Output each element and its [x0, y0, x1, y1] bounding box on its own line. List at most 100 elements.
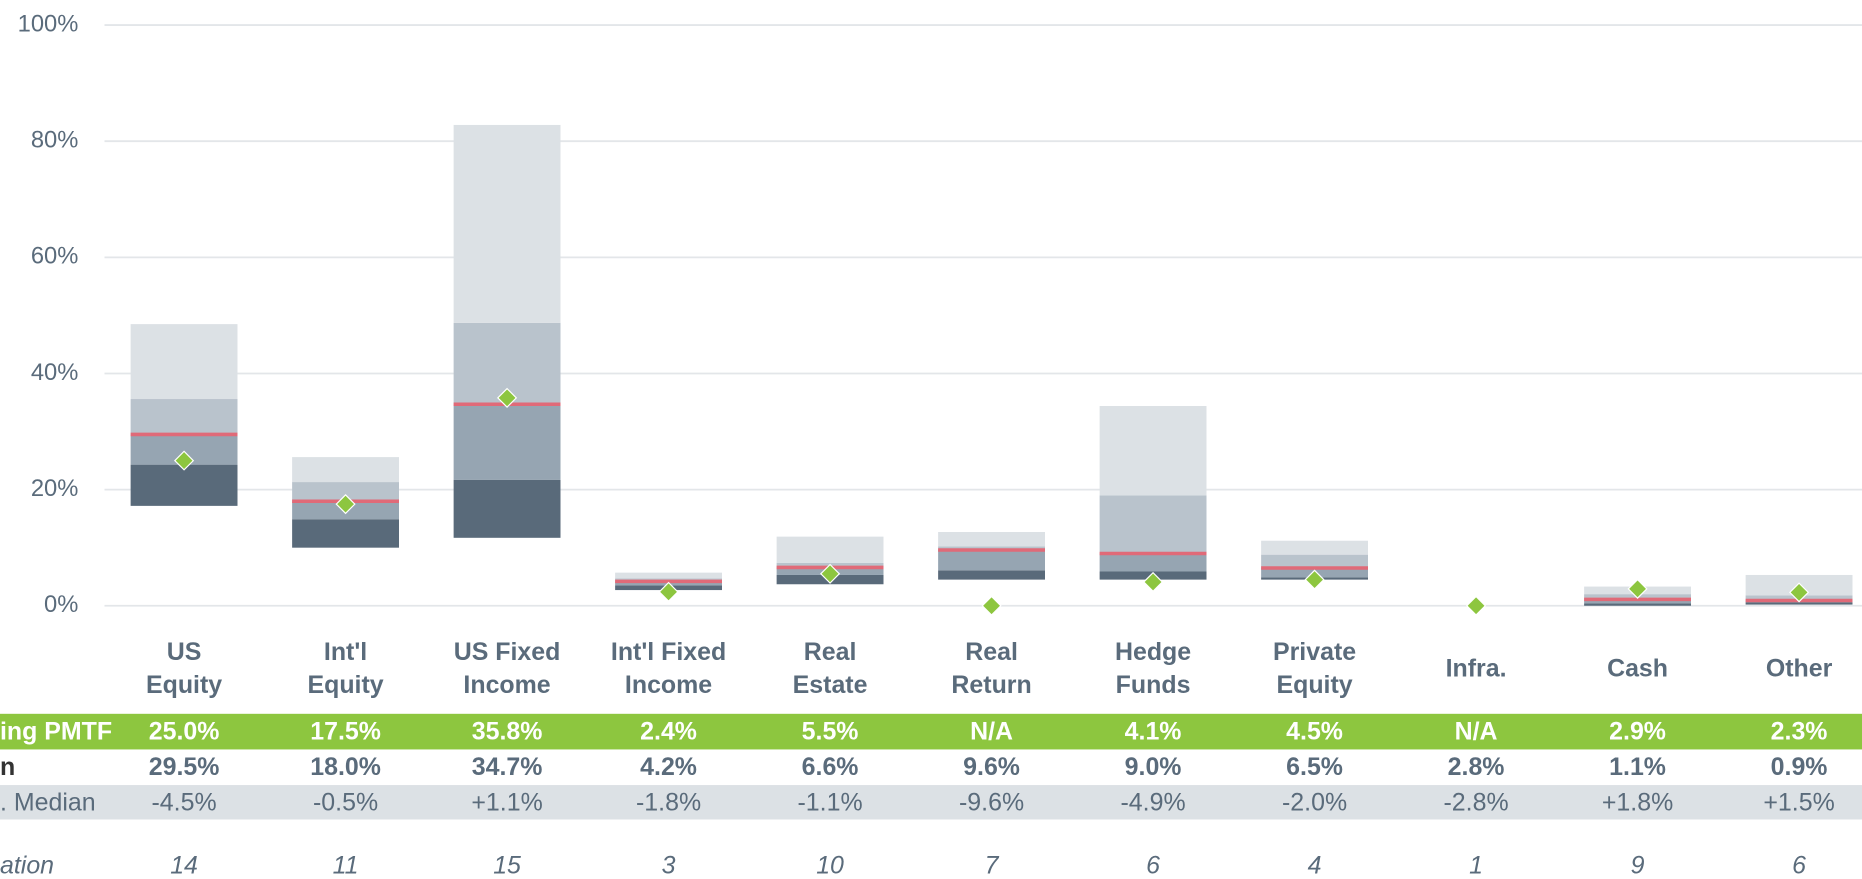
y-tick-label: 100%: [18, 10, 79, 37]
category-label: Int'l Fixed: [611, 638, 726, 666]
diff-cell: +1.5%: [1763, 789, 1834, 817]
box-segment: [1099, 495, 1207, 554]
category-label: Infra.: [1446, 654, 1507, 682]
box-segment: [1584, 603, 1691, 606]
count-cell: 11: [333, 852, 359, 879]
count-cell: 6: [1792, 852, 1806, 879]
diff-cell: +1.8%: [1602, 789, 1673, 817]
count-cell: 6: [1146, 852, 1160, 879]
box-segment: [453, 404, 561, 480]
diff-cell: +1.1%: [471, 789, 542, 817]
pmtf-cell: N/A: [970, 717, 1013, 745]
pmtf-cell: 5.5%: [802, 717, 859, 745]
box-segment: [1099, 405, 1207, 496]
box-segment: [292, 519, 399, 548]
diff-cell: -2.8%: [1444, 789, 1509, 817]
diff-cell: -0.5%: [313, 789, 378, 817]
median-cell: 29.5%: [149, 753, 220, 781]
box-segment: [938, 532, 1045, 547]
pmtf-marker: [173, 450, 195, 471]
box-segment: [130, 464, 238, 506]
category-label: US: [167, 638, 202, 666]
pmtf-marker: [1788, 582, 1810, 603]
count-cell: 15: [493, 852, 521, 879]
count-cell: 14: [170, 852, 198, 879]
median-cell: 2.8%: [1448, 753, 1505, 781]
category-label: Cash: [1607, 654, 1668, 682]
y-tick-label: 80%: [31, 126, 79, 153]
box-segment: [453, 124, 561, 323]
box-segment: [1584, 599, 1691, 604]
pmtf-cell: N/A: [1455, 717, 1498, 745]
count-cell: 1: [1469, 852, 1483, 879]
count-cell: 3: [662, 852, 676, 879]
diff-cell: -9.6%: [959, 789, 1024, 817]
pmtf-marker: [335, 494, 356, 515]
category-label: Real: [804, 638, 857, 666]
row-label: ation: [0, 852, 54, 879]
row-label: ing PMTF: [0, 717, 112, 745]
box-segment: [292, 457, 399, 483]
row-label: n: [0, 753, 15, 781]
category-label: Income: [463, 671, 550, 699]
pmtf-row-band: [0, 713, 1862, 750]
box-segment: [130, 324, 238, 400]
category-label: US Fixed: [454, 638, 561, 666]
category-label: Equity: [146, 671, 222, 699]
pmtf-marker: [1304, 569, 1325, 590]
pmtf-cell: 35.8%: [472, 717, 543, 745]
box-segment: [1745, 602, 1853, 605]
pmtf-marker: [1627, 578, 1648, 599]
pmtf-cell: 2.3%: [1771, 717, 1828, 745]
category-label: Estate: [793, 671, 868, 699]
box-segment: [130, 399, 238, 435]
pmtf-cell: 25.0%: [149, 717, 220, 745]
box-segment: [615, 572, 722, 579]
pmtf-marker: [1142, 571, 1164, 593]
median-cell: 9.0%: [1125, 753, 1182, 781]
pmtf-cell: 2.4%: [640, 717, 697, 745]
median-cell: 6.6%: [802, 753, 859, 781]
count-cell: 10: [816, 852, 844, 879]
diff-cell: -4.9%: [1121, 789, 1186, 817]
y-tick-label: 0%: [44, 591, 78, 618]
category-label: Int'l: [324, 638, 367, 666]
diff-row-band: [0, 785, 1862, 820]
category-label: Private: [1273, 638, 1356, 666]
box-segment: [938, 570, 1045, 580]
category-label: Equity: [1276, 671, 1352, 699]
box-segment: [453, 479, 561, 538]
pmtf-cell: 4.1%: [1125, 717, 1182, 745]
pmtf-marker: [658, 581, 679, 602]
median-cell: 18.0%: [310, 753, 381, 781]
box-segment: [776, 536, 884, 563]
category-label: Hedge: [1115, 638, 1191, 666]
pmtf-cell: 17.5%: [310, 717, 381, 745]
diff-cell: -1.8%: [636, 789, 701, 817]
box-segment: [292, 482, 399, 502]
count-cell: 9: [1631, 852, 1645, 879]
category-label: Funds: [1116, 671, 1191, 699]
median-cell: 6.5%: [1286, 753, 1343, 781]
y-tick-label: 60%: [31, 243, 79, 270]
y-tick-label: 20%: [31, 475, 79, 502]
pmtf-cell: 4.5%: [1286, 717, 1343, 745]
pmtf-cell: 2.9%: [1609, 717, 1666, 745]
diff-cell: -4.5%: [152, 789, 217, 817]
pmtf-marker: [981, 595, 1002, 616]
count-cell: 7: [985, 852, 1000, 879]
diff-cell: -1.1%: [798, 789, 863, 817]
count-cell: 4: [1308, 852, 1322, 879]
box-segment: [938, 550, 1045, 571]
pmtf-marker: [1465, 595, 1487, 616]
diff-cell: -2.0%: [1282, 789, 1347, 817]
category-label: Real: [965, 638, 1018, 666]
median-cell: 0.9%: [1771, 753, 1828, 781]
category-label: Other: [1766, 654, 1833, 682]
box-segment: [1261, 540, 1368, 555]
pmtf-marker: [819, 563, 841, 584]
box-segment: [1099, 553, 1207, 572]
pmtf-marker: [496, 387, 518, 408]
box-segment: [1261, 554, 1368, 569]
